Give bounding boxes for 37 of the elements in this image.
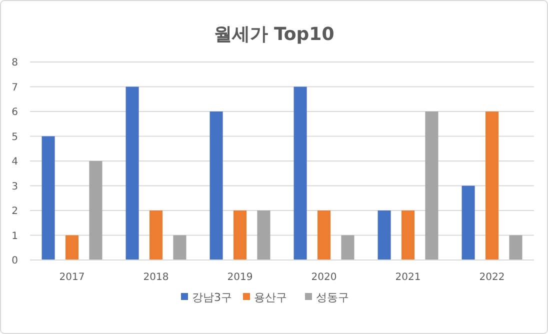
bar bbox=[233, 210, 247, 260]
chart-title: 월세가 Top10 bbox=[214, 24, 334, 45]
bar bbox=[401, 210, 415, 260]
legend-label: 용산구 bbox=[254, 290, 287, 304]
bar bbox=[257, 210, 270, 260]
bar bbox=[210, 112, 223, 260]
legend-label: 성동구 bbox=[316, 290, 349, 304]
x-tick-label: 2021 bbox=[395, 272, 421, 283]
x-tick-label: 2020 bbox=[311, 272, 337, 283]
bar bbox=[294, 86, 307, 260]
y-tick-label: 5 bbox=[12, 132, 18, 143]
y-tick-label: 1 bbox=[12, 230, 18, 242]
bar bbox=[317, 210, 331, 260]
y-tick-label: 4 bbox=[12, 156, 18, 168]
y-tick-label: 7 bbox=[12, 82, 18, 94]
x-tick-label: 2022 bbox=[479, 272, 505, 283]
y-tick-label: 8 bbox=[12, 58, 18, 68]
x-tick-label: 2018 bbox=[143, 272, 169, 283]
x-tick-label: 2019 bbox=[227, 272, 253, 283]
y-tick-label: 6 bbox=[12, 107, 18, 118]
bar bbox=[462, 186, 475, 260]
bar bbox=[65, 235, 79, 260]
y-tick-label: 0 bbox=[12, 256, 18, 266]
bar bbox=[425, 112, 438, 260]
y-tick-label: 2 bbox=[12, 206, 18, 217]
bar bbox=[42, 136, 55, 260]
bar bbox=[173, 235, 186, 260]
bar bbox=[89, 161, 102, 260]
x-tick-label: 2017 bbox=[59, 272, 85, 283]
bar bbox=[509, 235, 522, 260]
y-tick-label: 3 bbox=[12, 181, 18, 192]
bar bbox=[341, 235, 354, 260]
bar bbox=[378, 210, 391, 260]
bar bbox=[485, 112, 499, 260]
bar bbox=[149, 210, 163, 260]
bar bbox=[126, 86, 139, 260]
legend-label: 강남3구 bbox=[192, 290, 232, 304]
